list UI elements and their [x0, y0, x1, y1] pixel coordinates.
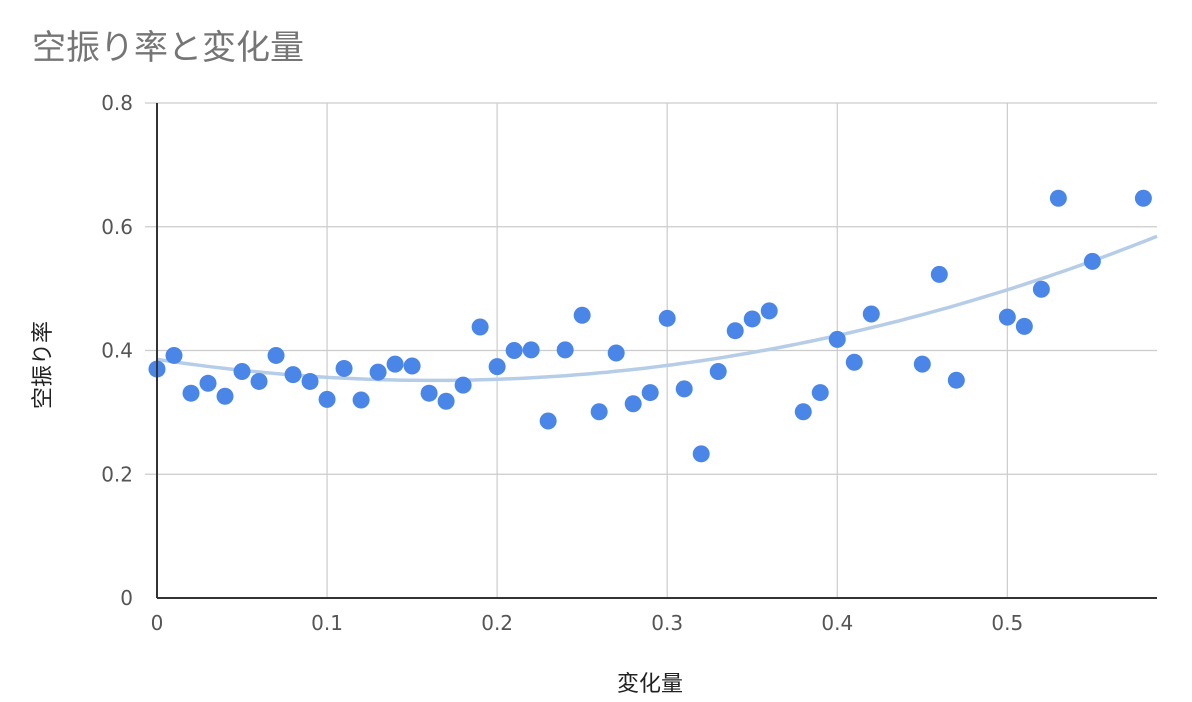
chart-title: 空振り率と変化量: [32, 28, 304, 68]
trendline: [156, 234, 1158, 383]
data-point[interactable]: [369, 363, 387, 381]
data-point[interactable]: [505, 342, 523, 359]
x-tick-label: 0.3: [651, 611, 683, 635]
data-point[interactable]: [709, 363, 727, 381]
data-point[interactable]: [794, 403, 812, 421]
y-tick-label: 0.8: [101, 91, 133, 115]
data-point[interactable]: [828, 330, 846, 348]
data-point[interactable]: [743, 310, 761, 328]
data-point[interactable]: [318, 390, 336, 408]
data-point[interactable]: [573, 306, 591, 324]
data-point[interactable]: [199, 374, 217, 392]
data-point[interactable]: [182, 384, 200, 402]
data-point[interactable]: [488, 358, 506, 376]
x-axis-label: 変化量: [616, 672, 684, 697]
data-point[interactable]: [998, 308, 1016, 326]
data-point[interactable]: [811, 384, 829, 402]
data-point[interactable]: [267, 346, 285, 364]
data-point[interactable]: [454, 376, 472, 394]
y-tick-label: 0.2: [101, 462, 133, 486]
data-point[interactable]: [624, 395, 642, 413]
data-point[interactable]: [658, 309, 676, 327]
data-point[interactable]: [233, 363, 251, 381]
data-point[interactable]: [216, 387, 234, 405]
axes: [156, 103, 1157, 599]
data-point[interactable]: [335, 359, 353, 377]
data-point[interactable]: [913, 355, 931, 373]
data-point[interactable]: [947, 371, 965, 389]
data-point[interactable]: [760, 302, 778, 320]
data-point[interactable]: [165, 346, 183, 364]
y-tick-label: 0.6: [101, 215, 133, 239]
data-point[interactable]: [726, 322, 744, 340]
data-point[interactable]: [556, 341, 574, 359]
data-point[interactable]: [250, 372, 268, 390]
data-point[interactable]: [641, 384, 659, 402]
y-tick-label: 0: [120, 586, 133, 610]
data-points: [148, 189, 1152, 463]
data-point[interactable]: [607, 344, 625, 362]
data-point[interactable]: [930, 265, 948, 283]
data-point[interactable]: [1032, 280, 1050, 298]
grid-lines: [145, 102, 1157, 598]
data-point[interactable]: [845, 353, 863, 371]
data-point[interactable]: [284, 366, 302, 384]
data-point[interactable]: [692, 445, 710, 463]
y-tick-label: 0.4: [101, 339, 133, 363]
data-point[interactable]: [420, 384, 438, 402]
data-point[interactable]: [1015, 317, 1033, 335]
data-point[interactable]: [437, 392, 455, 410]
x-tick-label: 0: [151, 611, 164, 635]
data-point[interactable]: [862, 305, 880, 323]
data-point[interactable]: [1049, 189, 1067, 207]
data-point[interactable]: [675, 380, 693, 398]
data-point[interactable]: [590, 403, 608, 421]
data-point[interactable]: [471, 318, 489, 336]
tick-labels: 0 0.2 0.4 0.6 0.8 0 0.1 0.2 0.3 0.4 0.5: [101, 91, 1023, 635]
data-point[interactable]: [352, 391, 370, 409]
x-tick-label: 0.2: [481, 611, 513, 635]
data-point[interactable]: [1083, 252, 1101, 270]
data-point[interactable]: [522, 341, 540, 359]
x-tick-label: 0.4: [821, 611, 853, 635]
data-point[interactable]: [403, 357, 421, 375]
data-point[interactable]: [301, 372, 319, 390]
data-point[interactable]: [386, 355, 404, 373]
x-tick-label: 0.1: [311, 611, 343, 635]
x-tick-label: 0.5: [991, 611, 1023, 635]
data-point[interactable]: [539, 412, 557, 430]
data-point[interactable]: [1134, 189, 1152, 207]
